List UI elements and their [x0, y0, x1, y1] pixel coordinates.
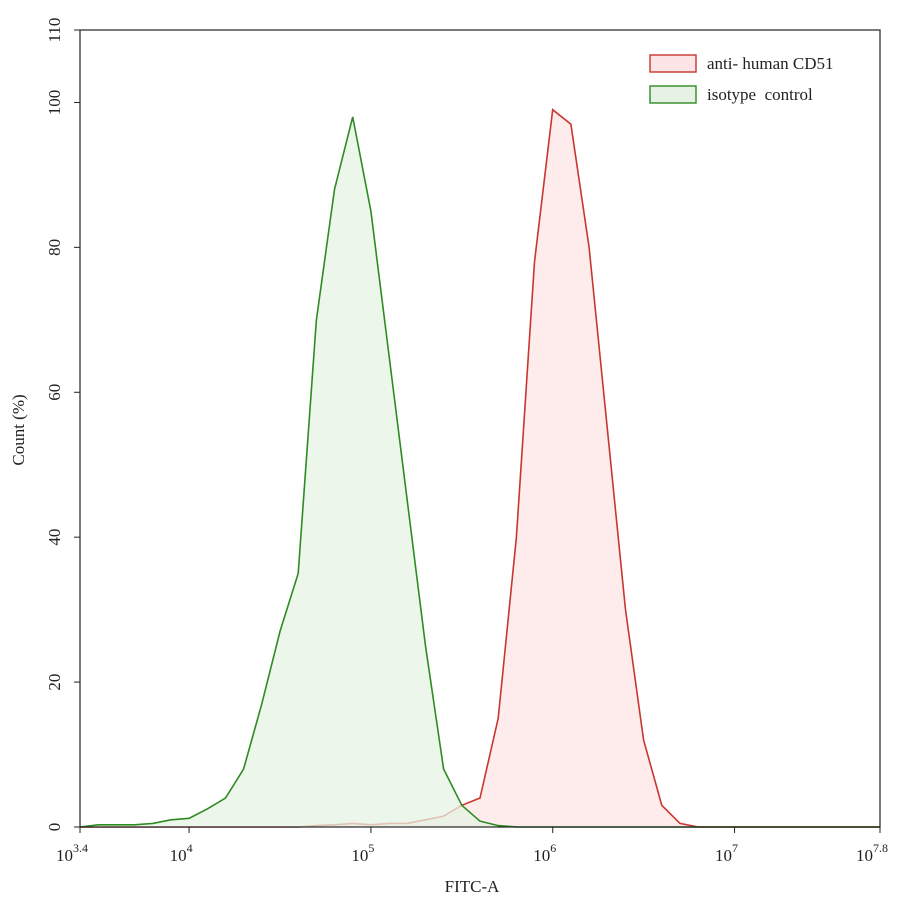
y-tick-label: 20 — [45, 674, 64, 691]
legend-swatch — [649, 85, 697, 104]
series-line — [79, 116, 880, 828]
y-tick-label: 40 — [45, 529, 64, 546]
area-fill — [80, 109, 880, 827]
y-tick-label: 60 — [45, 384, 64, 401]
legend-label: isotype control — [707, 85, 813, 104]
x-axis-title: FITC-A — [445, 877, 501, 896]
x-tick-base: 10 — [351, 846, 368, 865]
series-line — [80, 108, 880, 828]
x-tick-exponent: 4 — [187, 841, 193, 855]
x-tick-exponent: 7.8 — [873, 841, 888, 855]
x-tick-exponent: 3.4 — [73, 841, 88, 855]
x-tick-base: 10 — [170, 846, 187, 865]
x-tick-label: 105 — [351, 841, 374, 865]
legend-swatch — [649, 54, 697, 73]
area-fill — [80, 116, 880, 827]
x-tick-exponent: 6 — [550, 841, 556, 855]
x-tick-label: 107 — [715, 841, 738, 865]
x-tick-exponent: 7 — [732, 841, 738, 855]
x-tick-label: 107.8 — [856, 841, 888, 865]
x-tick-exponent: 5 — [368, 841, 374, 855]
x-tick-base: 10 — [56, 846, 73, 865]
x-tick-base: 10 — [856, 846, 873, 865]
y-tick-label: 110 — [45, 18, 64, 43]
y-tick-label: 80 — [45, 239, 64, 256]
x-tick-base: 10 — [533, 846, 550, 865]
x-tick-base: 10 — [715, 846, 732, 865]
y-axis-title: Count (%) — [9, 394, 28, 465]
x-tick-label: 106 — [533, 841, 556, 865]
x-tick-label: 104 — [170, 841, 193, 865]
y-tick-label: 0 — [45, 823, 64, 832]
x-tick-label: 103.4 — [56, 841, 88, 865]
plot-frame — [79, 29, 881, 828]
y-tick-label: 100 — [45, 90, 64, 116]
legend-label: anti- human CD51 — [707, 54, 834, 73]
